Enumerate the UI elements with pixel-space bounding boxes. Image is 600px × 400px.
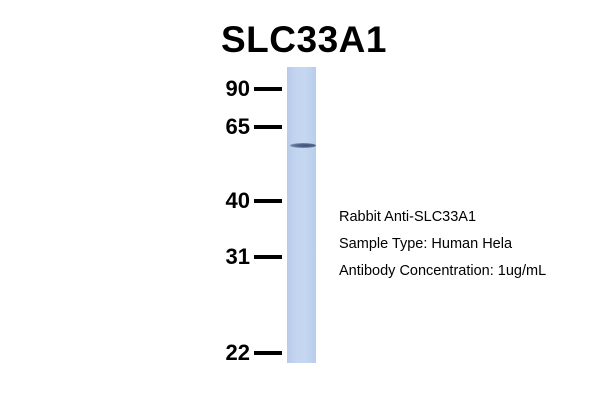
marker-65: 65: [210, 115, 282, 139]
concentration-label: Antibody Concentration: 1ug/mL: [339, 263, 547, 279]
marker-tick: [254, 199, 282, 203]
marker-tick: [254, 255, 282, 259]
marker-label: 65: [225, 114, 250, 139]
figure-title: SLC33A1: [221, 19, 387, 60]
antibody-label: Rabbit Anti-SLC33A1: [339, 209, 477, 225]
sample-info: Rabbit Anti-SLC33A1 Sample Type: Human H…: [339, 204, 546, 285]
marker-tick: [254, 125, 282, 129]
marker-22: 22: [210, 341, 282, 365]
sample-type-label: Sample Type: Human Hela: [339, 236, 513, 252]
marker-90: 90: [210, 77, 282, 101]
marker-label: 90: [225, 76, 250, 101]
marker-tick: [254, 87, 282, 91]
marker-label: 22: [225, 340, 250, 365]
marker-31: 31: [210, 245, 282, 269]
marker-label: 31: [225, 244, 250, 269]
marker-tick: [254, 351, 282, 355]
marker-label: 40: [225, 188, 250, 213]
marker-40: 40: [210, 189, 282, 213]
blot-lane: [287, 67, 316, 363]
protein-band: [290, 143, 316, 148]
